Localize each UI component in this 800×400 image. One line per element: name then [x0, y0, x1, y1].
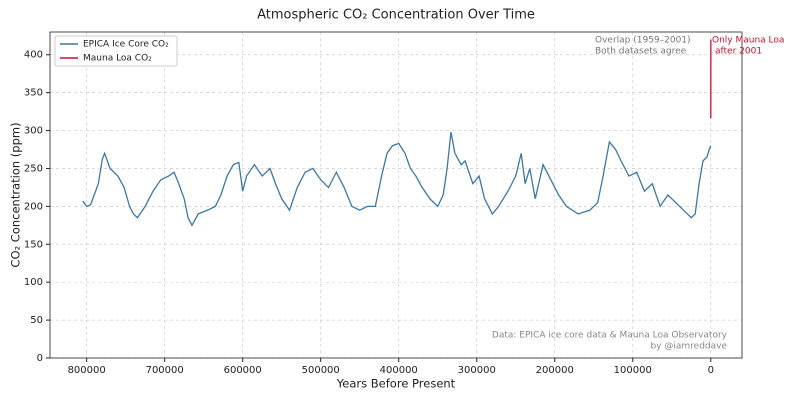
annotation: after 2001 [715, 47, 762, 57]
y-tick-label: 300 [24, 126, 43, 137]
x-tick-label: 800000 [68, 365, 106, 376]
annotation: Only Mauna Loa [712, 36, 784, 46]
annotation: Both datasets agree [595, 47, 687, 57]
y-axis-label: CO₂ Concentration (ppm) [9, 122, 23, 267]
chart-title: Atmospheric CO₂ Concentration Over Time [257, 8, 535, 23]
x-tick-label: 0 [708, 365, 714, 376]
y-tick-label: 350 [24, 88, 43, 99]
annotation: Data: EPICA ice core data & Mauna Loa Ob… [492, 331, 728, 341]
plot-frame [49, 31, 743, 359]
y-tick-label: 250 [24, 163, 43, 174]
annotation: Overlap (1959–2001) [595, 36, 691, 46]
x-tick-label: 100000 [614, 365, 652, 376]
annotation: by @iamreddave [650, 342, 727, 352]
y-tick-label: 400 [24, 50, 43, 61]
y-tick-label: 50 [30, 315, 43, 326]
y-tick-label: 0 [37, 353, 43, 364]
legend-label: EPICA Ice Core CO₂ [83, 40, 169, 50]
x-tick-label: 300000 [458, 365, 496, 376]
x-tick-label: 600000 [224, 365, 262, 376]
y-tick-label: 150 [24, 239, 43, 250]
x-tick-label: 500000 [302, 365, 340, 376]
y-tick-label: 200 [24, 201, 43, 212]
legend-label: Mauna Loa CO₂ [83, 54, 152, 64]
x-tick-label: 400000 [380, 365, 418, 376]
series-line [82, 131, 712, 227]
x-axis-label: Years Before Present [336, 377, 456, 391]
y-tick-label: 100 [24, 277, 43, 288]
x-tick-label: 200000 [536, 365, 574, 376]
x-tick-label: 700000 [146, 365, 184, 376]
legend-box [54, 35, 178, 67]
